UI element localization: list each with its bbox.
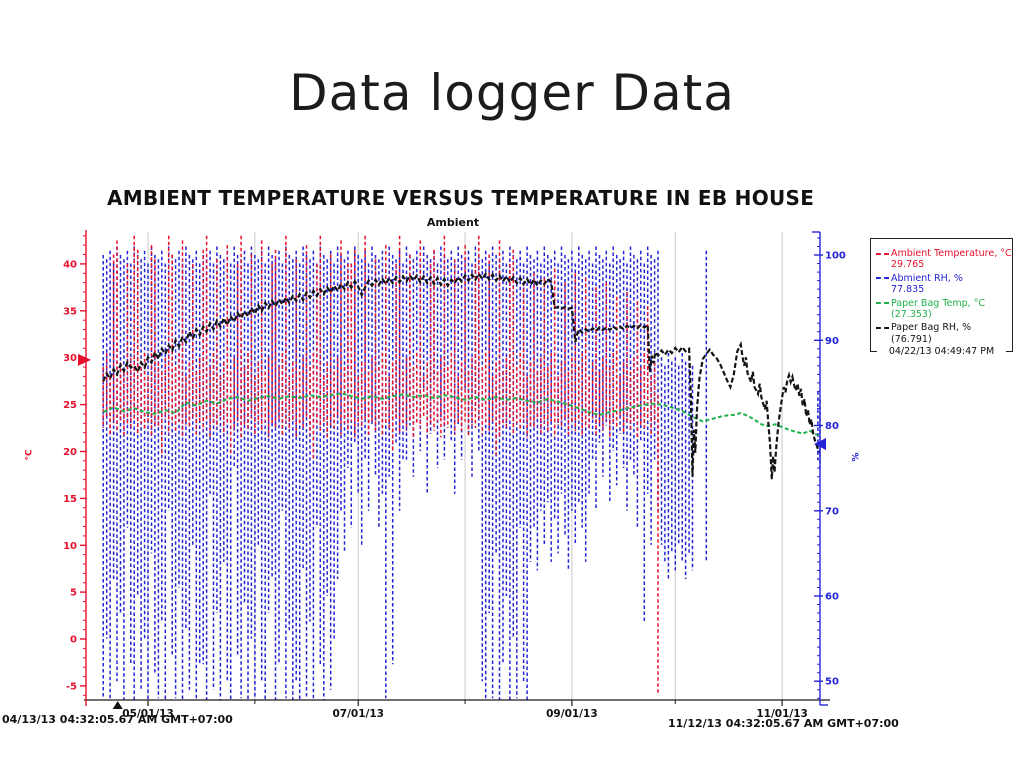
legend-value: (76.791) bbox=[891, 333, 932, 345]
blue-dashed-line-icon bbox=[876, 274, 889, 282]
series-ambient-temp bbox=[102, 235, 659, 696]
legend-item-paper-bag-rh: Paper Bag RH, % (76.791) bbox=[876, 322, 1009, 345]
svg-text:60: 60 bbox=[825, 592, 839, 603]
right-axis-unit-label: % bbox=[851, 452, 862, 462]
legend-label: Paper Bag Temp, °C bbox=[891, 297, 986, 309]
left-axis-unit-label: °C bbox=[24, 449, 35, 461]
svg-text:80: 80 bbox=[825, 421, 839, 432]
legend: Ambient Temperature, °C 29.765 Abmient R… bbox=[870, 238, 1013, 357]
legend-value: 77.835 bbox=[891, 284, 925, 296]
legend-item-ambient-rh: Abmient RH, % 77.835 bbox=[876, 273, 1009, 296]
svg-text:35: 35 bbox=[63, 306, 77, 317]
svg-text:40: 40 bbox=[63, 259, 77, 270]
svg-text:11/01/13: 11/01/13 bbox=[756, 708, 808, 720]
green-dashed-line-icon bbox=[876, 299, 889, 307]
svg-text:70: 70 bbox=[825, 506, 839, 517]
svg-text:05/01/13: 05/01/13 bbox=[122, 708, 174, 720]
left-axis-marker-arrow bbox=[78, 353, 91, 366]
series-paper-bag-rh bbox=[102, 271, 821, 480]
svg-text:25: 25 bbox=[63, 400, 77, 411]
page-title: Data logger Data bbox=[289, 64, 735, 122]
black-dashed-line-icon bbox=[876, 324, 889, 332]
legend-cursor-timestamp: 04/22/13 04:49:47 PM bbox=[877, 345, 1006, 357]
legend-value: 29.765 bbox=[891, 259, 925, 271]
legend-label: Ambient Temperature, °C bbox=[891, 248, 1012, 259]
svg-text:30: 30 bbox=[63, 353, 77, 364]
left-axis: -5 0 5 10 15 20 25 30 35 40 bbox=[63, 230, 87, 706]
series-paper-bag-temp bbox=[102, 392, 821, 437]
svg-text:10: 10 bbox=[63, 541, 77, 552]
svg-text:20: 20 bbox=[63, 447, 77, 458]
svg-text:90: 90 bbox=[825, 336, 839, 347]
svg-text:50: 50 bbox=[825, 677, 839, 688]
svg-text:15: 15 bbox=[63, 494, 77, 505]
right-axis: 50 60 70 80 90 100 bbox=[812, 231, 846, 706]
legend-label: Abmient RH, % bbox=[891, 272, 963, 284]
svg-text:09/01/13: 09/01/13 bbox=[546, 708, 598, 720]
x-axis: 05/01/13 07/01/13 09/01/13 11/01/13 bbox=[84, 699, 830, 720]
svg-text:07/01/13: 07/01/13 bbox=[332, 708, 384, 720]
svg-text:100: 100 bbox=[825, 251, 846, 262]
series-ambient-rh bbox=[102, 246, 821, 700]
legend-value: (27.353) bbox=[891, 308, 932, 320]
red-dashed-line-icon bbox=[876, 250, 889, 258]
axis-end-timestamp: 11/12/13 04:32:05.67 AM GMT+07:00 bbox=[668, 717, 899, 730]
legend-item-paper-bag-temp: Paper Bag Temp, °C (27.353) bbox=[876, 298, 1009, 321]
axis-start-timestamp: 04/13/13 04:32:05.67 AM GMT+07:00 bbox=[2, 713, 233, 726]
svg-text:5: 5 bbox=[70, 588, 77, 599]
svg-text:0: 0 bbox=[70, 635, 77, 646]
right-axis-marker-arrow bbox=[814, 437, 826, 450]
legend-label: Paper Bag RH, % bbox=[891, 322, 972, 334]
chart-subtitle: AMBIENT TEMPERATURE VERSUS TEMPERATURE I… bbox=[107, 186, 815, 210]
cursor-marker bbox=[112, 701, 123, 709]
chart-title: Ambient bbox=[426, 216, 480, 229]
svg-text:-5: -5 bbox=[66, 681, 77, 692]
legend-item-ambient-temperature: Ambient Temperature, °C 29.765 bbox=[876, 248, 1012, 271]
